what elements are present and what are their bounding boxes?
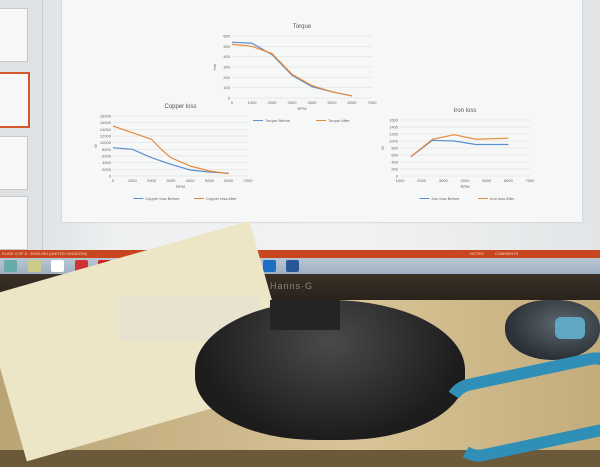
y-tick-label: 14000 <box>100 127 112 132</box>
y-tick-label: 200 <box>391 167 398 172</box>
slide-thumbnail[interactable] <box>0 8 28 62</box>
x-tick-label: 4000 <box>186 178 196 183</box>
x-tick-label: 6000 <box>224 178 234 183</box>
x-tick-label: 3000 <box>166 178 176 183</box>
chart-title: Iron loss <box>454 108 477 114</box>
monitor-neck <box>270 300 340 330</box>
y-tick-label: 800 <box>391 146 398 151</box>
slide-thumbnail[interactable] <box>0 136 28 190</box>
y-tick-label: 6000 <box>102 154 112 159</box>
y-tick-label: 400 <box>223 54 230 59</box>
iron-loss-chart: Iron loss 0 200 400 600 800 1000 1200 1400 1600 10… <box>380 108 535 201</box>
mouse-top <box>555 317 585 339</box>
notes-button[interactable]: NOTES <box>470 251 484 256</box>
y-tick-label: 600 <box>391 153 398 158</box>
slide-thumbnail[interactable] <box>0 196 28 250</box>
y-axis-label: W <box>380 146 385 150</box>
x-axis-label: RPM <box>298 106 307 111</box>
series-line <box>112 125 229 175</box>
y-tick-label: 400 <box>391 160 398 165</box>
series-line <box>410 134 509 158</box>
x-axis-label: RPM <box>461 184 470 189</box>
copper-loss-chart: Copper loss02000400060008000100001200014… <box>93 104 253 201</box>
y-tick-label: 4000 <box>102 160 112 165</box>
x-tick-label: 0 <box>112 178 115 183</box>
y-tick-label: 300 <box>223 65 230 70</box>
slide-thumbnail-pane[interactable] <box>0 0 43 250</box>
x-tick-label: 7000 <box>244 178 254 183</box>
x-tick-label: 0 <box>231 100 234 105</box>
legend-entry: Iron loss After <box>490 196 515 201</box>
series-line <box>231 43 353 97</box>
slide-thumbnail-selected[interactable] <box>0 72 30 128</box>
y-tick-label: 18000 <box>100 114 112 119</box>
x-tick-label: 7000 <box>526 178 536 183</box>
windows-start-icon[interactable] <box>4 260 17 272</box>
chrome-icon[interactable] <box>51 260 64 272</box>
x-tick-label: 1000 <box>396 178 406 183</box>
y-tick-label: 100 <box>223 85 230 90</box>
x-tick-label: 1000 <box>128 178 138 183</box>
file-explorer-icon[interactable] <box>27 260 41 272</box>
x-tick-label: 4000 <box>308 100 318 105</box>
x-tick-label: 2000 <box>417 178 427 183</box>
x-tick-label: 5000 <box>328 100 338 105</box>
y-tick-label: 16000 <box>100 120 112 125</box>
monitor-brand-logo: Hanns·G <box>270 281 314 291</box>
x-tick-label: 7000 <box>368 100 378 105</box>
chart-title: Copper loss <box>164 104 196 110</box>
y-tick-label: 8000 <box>102 147 112 152</box>
x-tick-label: 5000 <box>482 178 492 183</box>
legend-entry: Torque Before <box>265 118 291 123</box>
status-bar: SLIDE 4 OF 8 · ENGLISH (UNITED KINGDOM) … <box>0 250 600 258</box>
y-tick-label: 0 <box>109 174 112 179</box>
comments-button[interactable]: COMMENTS <box>495 251 519 256</box>
x-tick-label: 5000 <box>205 178 215 183</box>
x-axis-label: RPM <box>176 184 185 189</box>
chart-title: Torque <box>293 24 312 30</box>
status-text: SLIDE 4 OF 8 · ENGLISH (UNITED KINGDOM) <box>2 251 87 256</box>
y-tick-label: 1000 <box>389 139 399 144</box>
y-axis-label: Nm <box>212 63 217 70</box>
y-tick-label: 600 <box>223 34 230 39</box>
word-icon[interactable] <box>286 260 299 272</box>
x-tick-label: 3000 <box>288 100 298 105</box>
legend-entry: Copper loss Before <box>145 196 180 201</box>
x-tick-label: 4000 <box>461 178 471 183</box>
y-tick-label: 10000 <box>100 140 112 145</box>
y-tick-label: 12000 <box>100 134 112 139</box>
y-tick-label: 1400 <box>389 125 399 130</box>
outlook-icon[interactable] <box>262 260 276 272</box>
x-tick-label: 1000 <box>248 100 258 105</box>
series-line <box>112 147 229 174</box>
x-tick-label: 6000 <box>504 178 514 183</box>
computer-mouse <box>505 300 600 360</box>
x-tick-label: 2000 <box>147 178 157 183</box>
legend-entry: Copper loss After <box>206 196 237 201</box>
x-tick-label: 6000 <box>348 100 358 105</box>
y-tick-label: 0 <box>396 174 399 179</box>
y-axis-label: W <box>93 144 98 148</box>
x-tick-label: 3000 <box>439 178 449 183</box>
y-tick-label: 1200 <box>389 132 399 137</box>
legend-entry: Iron loss Before <box>432 196 461 201</box>
slide-canvas[interactable] <box>62 0 582 222</box>
y-tick-label: 1600 <box>389 118 399 123</box>
y-tick-label: 200 <box>223 75 230 80</box>
y-tick-label: 500 <box>223 44 230 49</box>
y-tick-label: 0 <box>228 96 231 101</box>
series-line <box>410 139 509 158</box>
x-tick-label: 2000 <box>268 100 278 105</box>
legend-entry: Torque After <box>328 118 350 123</box>
y-tick-label: 2000 <box>102 167 112 172</box>
